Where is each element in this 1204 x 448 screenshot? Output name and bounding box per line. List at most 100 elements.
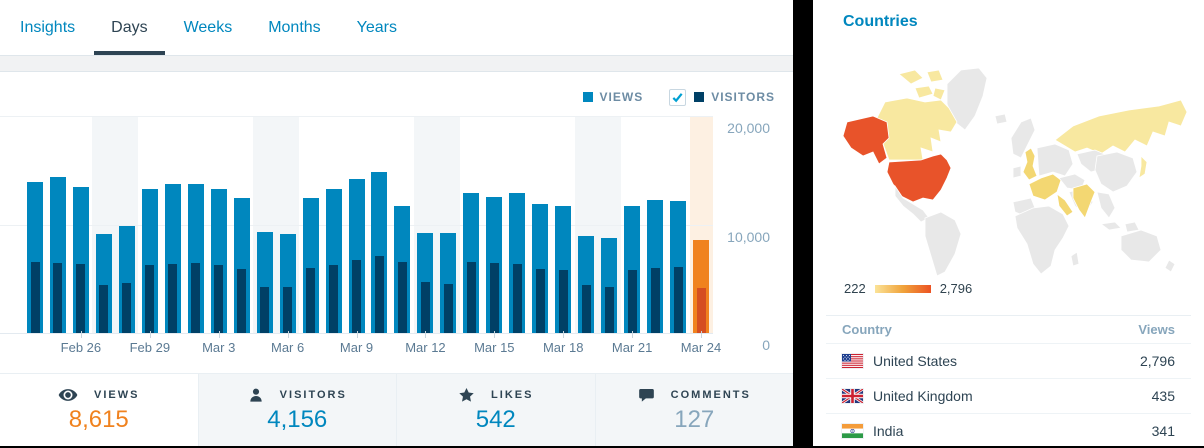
- visitors-bar: [214, 264, 224, 333]
- visitors-checkbox[interactable]: [669, 88, 687, 106]
- visitors-bar: [237, 269, 247, 333]
- chart-bar-mar-14[interactable]: [463, 116, 480, 333]
- map-country[interactable]: [1138, 155, 1148, 179]
- summary-label: LIKES: [491, 388, 534, 401]
- chart-bar-feb-27[interactable]: [95, 116, 112, 333]
- country-row-gb[interactable]: United Kingdom 435: [826, 378, 1191, 413]
- chart-bar-mar-1[interactable]: [164, 116, 181, 333]
- chart-bar-mar-7[interactable]: [302, 116, 319, 333]
- tab-insights[interactable]: Insights: [3, 0, 92, 55]
- map-country[interactable]: [1012, 165, 1022, 179]
- visitors-bar: [604, 287, 614, 333]
- visitors-bar: [30, 261, 40, 333]
- map-color-legend: 222 2,796: [844, 281, 972, 296]
- visitors-bar: [489, 263, 499, 333]
- map-country[interactable]: [1096, 191, 1116, 219]
- visitors-bar: [443, 283, 453, 333]
- map-country-canada[interactable]: [898, 69, 946, 101]
- chart-bar-mar-24[interactable]: [693, 116, 709, 333]
- tab-months[interactable]: Months: [251, 0, 337, 55]
- x-axis-label: Mar 24: [680, 340, 722, 355]
- chart-bar-mar-4[interactable]: [233, 116, 250, 333]
- module-spacer: [0, 55, 793, 72]
- country-cell: United Kingdom: [826, 388, 1101, 404]
- chart-bar-mar-15[interactable]: [486, 116, 503, 333]
- map-country-united-kingdom[interactable]: [1022, 147, 1038, 181]
- map-country[interactable]: [1028, 173, 1062, 201]
- map-country-canada[interactable]: [876, 97, 958, 161]
- y-axis-label: 10,000: [727, 228, 770, 245]
- x-axis-tick: [494, 331, 496, 338]
- chart-bar-mar-22[interactable]: [647, 116, 664, 333]
- chart-bar-mar-16[interactable]: [509, 116, 526, 333]
- visitors-bar: [466, 261, 476, 333]
- chart-bar-feb-28[interactable]: [118, 116, 135, 333]
- chart-bar-feb-26[interactable]: [72, 116, 89, 333]
- summary-value: 4,156: [267, 405, 328, 433]
- summary-tab-comments[interactable]: COMMENTS 127: [594, 374, 793, 446]
- chart-bar-mar-12[interactable]: [417, 116, 434, 333]
- chart-bar-mar-3[interactable]: [210, 116, 227, 333]
- visitors-bar: [535, 269, 545, 333]
- x-axis-label: Mar 9: [339, 340, 374, 355]
- map-country[interactable]: [924, 211, 962, 277]
- tab-weeks[interactable]: Weeks: [167, 0, 250, 55]
- chart-card: VIEWS VISITORS Feb 26 Feb 29 Mar 3 Mar 6 Mar…: [0, 72, 793, 373]
- tab-label: Months: [268, 18, 321, 36]
- chart-bar-mar-21[interactable]: [624, 116, 641, 333]
- map-country[interactable]: [1099, 221, 1140, 233]
- summary-tab-likes[interactable]: LIKES 542: [396, 374, 595, 446]
- legend-item-visitors[interactable]: VISITORS: [694, 90, 775, 104]
- country-row-us[interactable]: United States 2,796: [826, 343, 1191, 378]
- chart-bar-mar-11[interactable]: [394, 116, 411, 333]
- world-map[interactable]: [829, 60, 1189, 280]
- map-country[interactable]: [1036, 143, 1074, 177]
- legend-item-views[interactable]: VIEWS: [582, 90, 644, 104]
- chart-bar-mar-19[interactable]: [578, 116, 595, 333]
- chart-bar-mar-23[interactable]: [670, 116, 687, 333]
- map-country[interactable]: [1010, 117, 1036, 159]
- map-country[interactable]: [1056, 193, 1074, 217]
- map-country-india[interactable]: [1072, 183, 1096, 219]
- map-country-united-states[interactable]: [842, 115, 890, 165]
- map-country[interactable]: [1094, 151, 1138, 193]
- visitors-bar: [397, 262, 407, 333]
- chart-bar-mar-8[interactable]: [325, 116, 342, 333]
- legend-visitors-label: VISITORS: [711, 90, 775, 104]
- chart-bar-feb-29[interactable]: [141, 116, 158, 333]
- map-country[interactable]: [994, 113, 1008, 125]
- eye-icon: [58, 387, 86, 403]
- chart-bar-mar-2[interactable]: [187, 116, 204, 333]
- map-country-russia[interactable]: [1054, 99, 1188, 155]
- in-flag-icon: [842, 424, 873, 438]
- map-country[interactable]: [1014, 205, 1080, 275]
- chart-bar-mar-20[interactable]: [601, 116, 618, 333]
- star-icon: [458, 387, 483, 403]
- chart-bar-mar-13[interactable]: [440, 116, 457, 333]
- map-country[interactable]: [1120, 229, 1162, 263]
- chart-bar-mar-18[interactable]: [555, 116, 572, 333]
- x-axis-tick: [149, 331, 151, 338]
- country-views: 341: [1151, 423, 1175, 439]
- tab-days[interactable]: Days: [94, 0, 165, 55]
- chart-bar-feb-24[interactable]: [27, 116, 43, 333]
- summary-header: LIKES: [458, 387, 533, 403]
- country-name: India: [873, 423, 904, 439]
- legend-views-label: VIEWS: [599, 90, 644, 104]
- tab-years[interactable]: Years: [340, 0, 414, 55]
- country-row-in[interactable]: India 341: [826, 413, 1191, 448]
- chart-bar-feb-25[interactable]: [49, 116, 66, 333]
- summary-value: 8,615: [68, 405, 129, 433]
- chart-bar-mar-10[interactable]: [371, 116, 388, 333]
- summary-tab-views[interactable]: VIEWS 8,615: [0, 374, 198, 446]
- active-tab-underline: [94, 51, 165, 55]
- summary-tab-visitors[interactable]: VISITORS 4,156: [197, 374, 396, 446]
- chart-bar-mar-5[interactable]: [256, 116, 273, 333]
- chart-bar-mar-6[interactable]: [279, 116, 296, 333]
- chart-bar-mar-17[interactable]: [532, 116, 549, 333]
- countries-table-header: Country Views: [826, 315, 1191, 343]
- visitors-bar: [374, 255, 384, 333]
- map-country[interactable]: [1164, 259, 1176, 273]
- chart-bar-mar-9[interactable]: [348, 116, 365, 333]
- x-axis-tick: [632, 331, 634, 338]
